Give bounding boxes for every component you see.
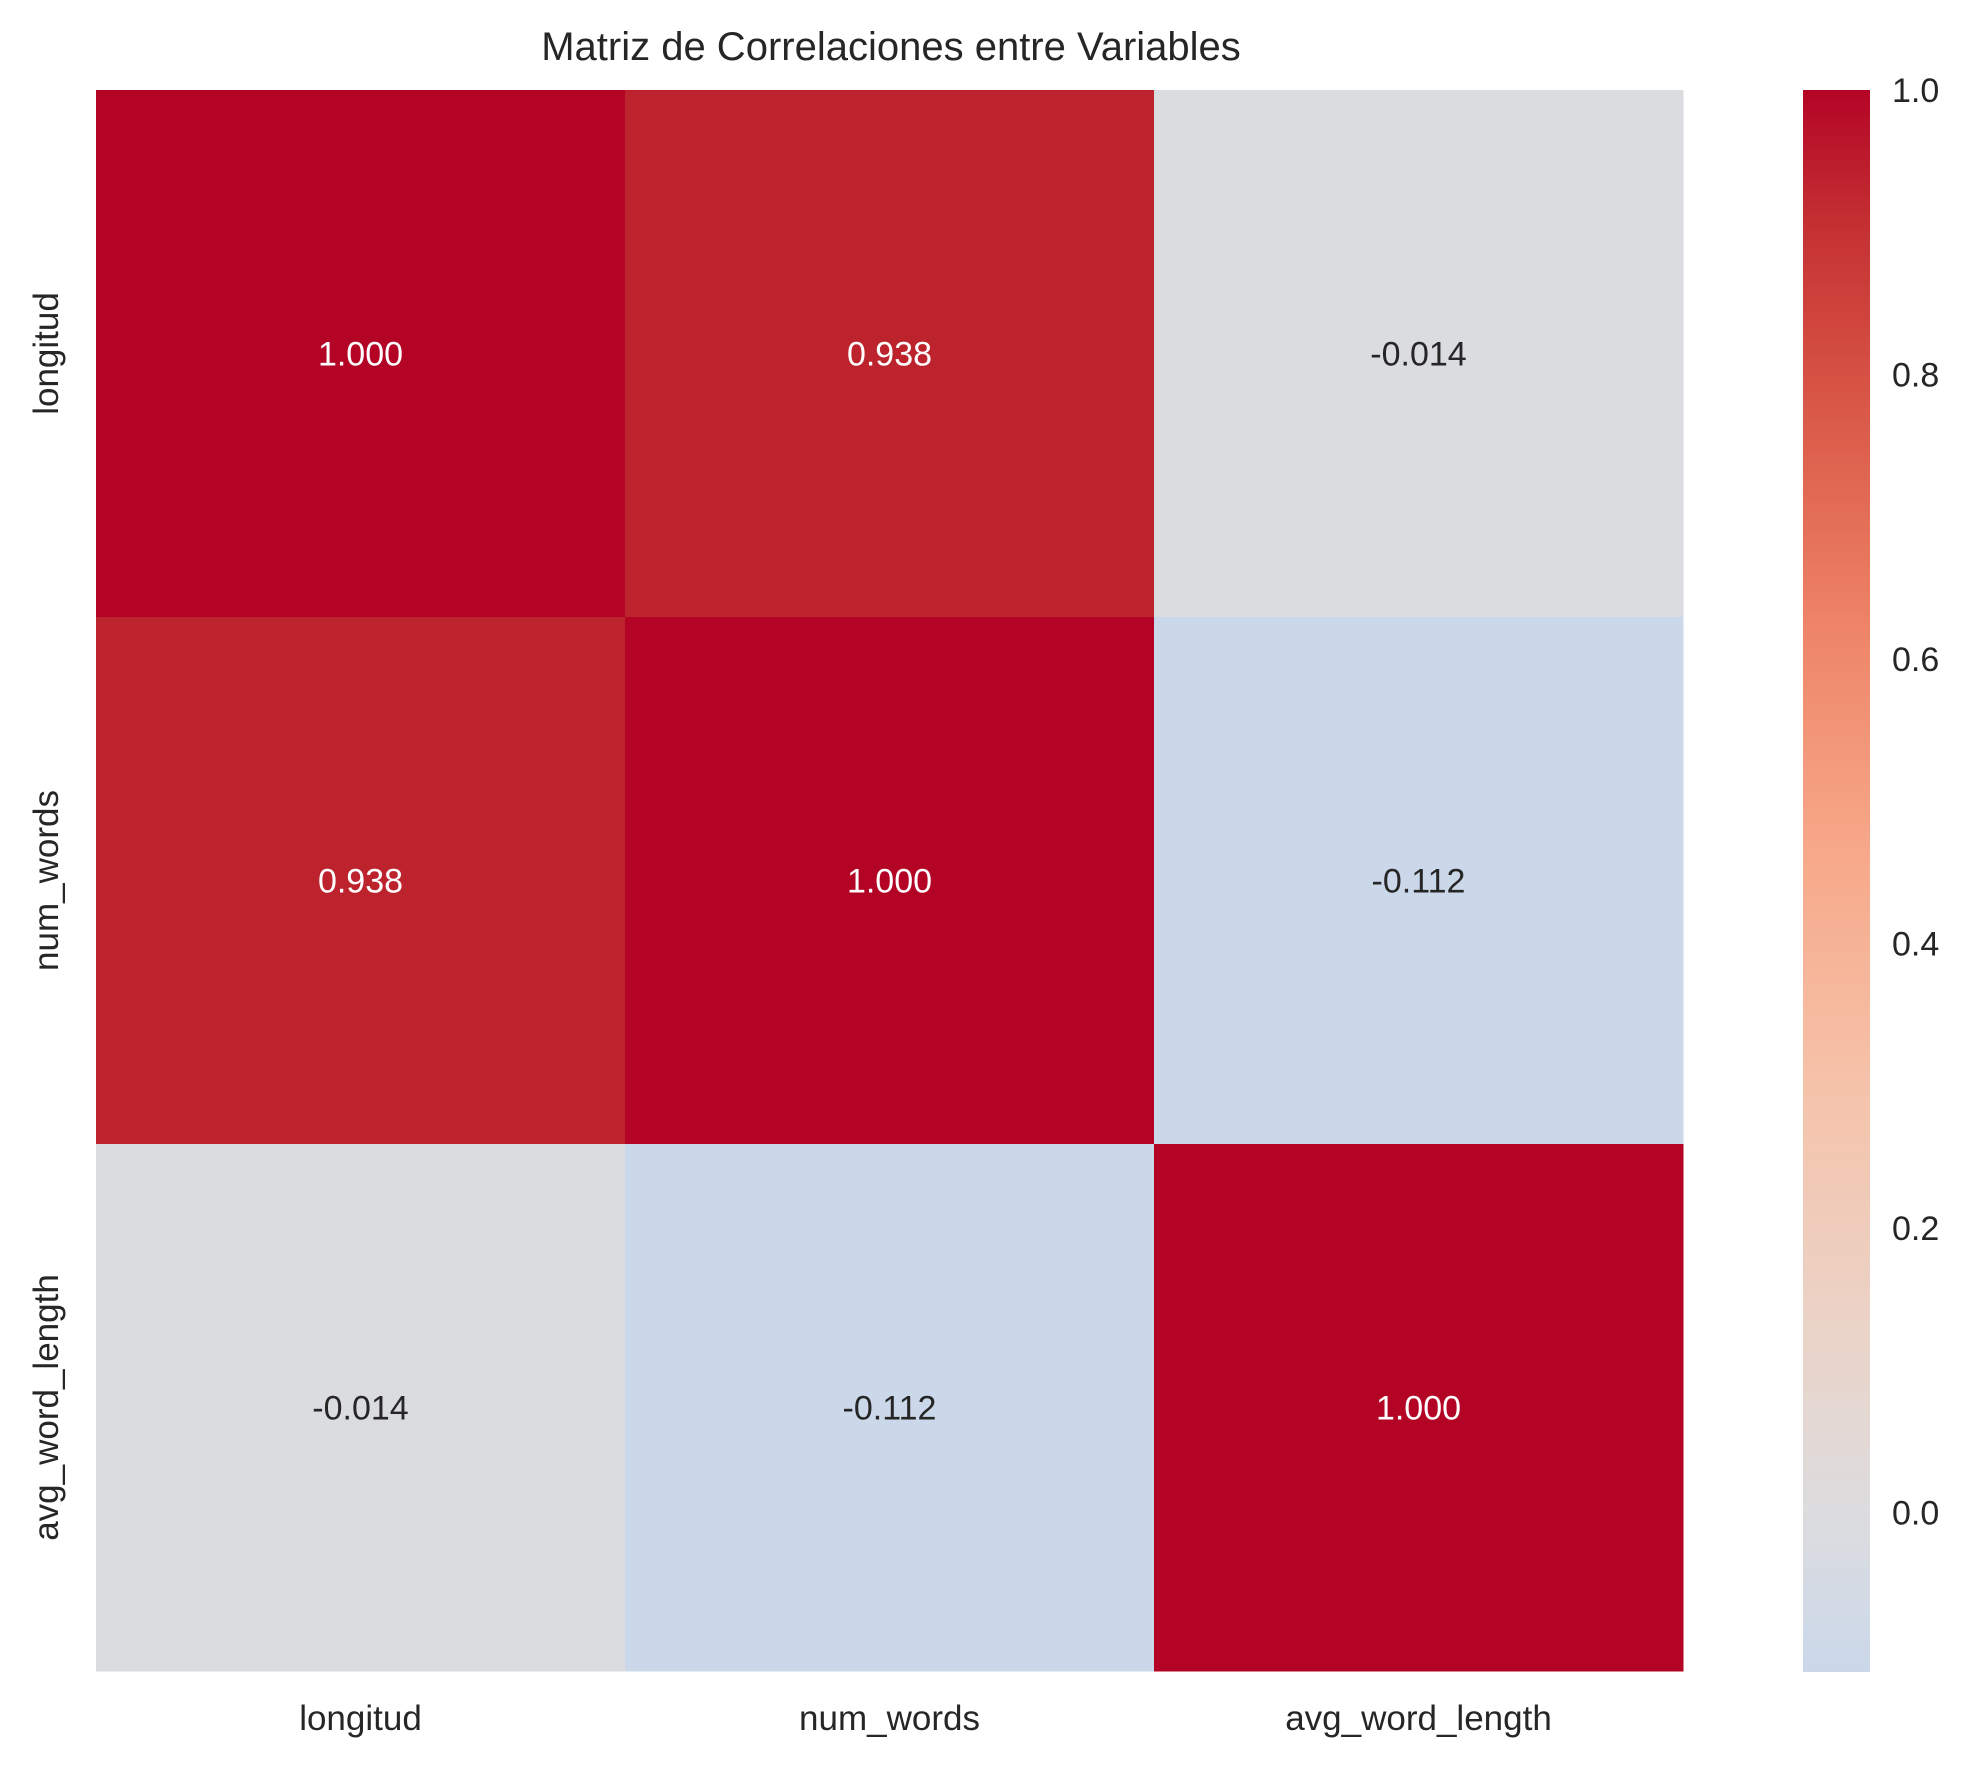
heatmap-cells (96, 90, 1684, 1672)
colorbar-tick-label: 0.6 (1892, 641, 1939, 679)
heatmap-cell-label: -0.014 (1370, 336, 1466, 374)
heatmap-cell-label: 1.000 (1376, 1390, 1461, 1428)
heatmap-cell (1154, 617, 1684, 1145)
x-tick-label: longitud (299, 1699, 422, 1738)
heatmap-cell (1154, 90, 1684, 618)
heatmap-cell (625, 617, 1155, 1145)
heatmap-cell-label: 1.000 (847, 863, 932, 901)
colorbar-tick-label: 0.8 (1892, 357, 1939, 395)
colorbar-tick-label: 0.0 (1892, 1495, 1939, 1533)
heatmap-cell (96, 1144, 626, 1672)
x-axis-tick-labels: longitud num_words avg_word_length (299, 1699, 1552, 1738)
y-tick-label: longitud (27, 292, 66, 415)
heatmap-cell (96, 617, 626, 1145)
colorbar-tick-labels: 0.0 0.2 0.4 0.6 0.8 1.0 (1892, 72, 1939, 1533)
x-tick-label: num_words (799, 1699, 980, 1738)
y-axis-tick-labels: longitud num_words avg_word_length (27, 292, 66, 1541)
heatmap-cell-labels: 1.000 0.938 -0.014 0.938 1.000 -0.112 -0.014 -0… (312, 336, 1466, 1428)
y-tick-label: num_words (27, 790, 66, 971)
heatmap-cell-label: -0.014 (312, 1390, 408, 1428)
colorbar-tick-label: 1.0 (1892, 72, 1939, 110)
chart-title: Matriz de Correlaciones entre Variables (541, 25, 1241, 69)
heatmap-cell (1154, 1144, 1684, 1672)
heatmap-cell-label: 1.000 (318, 336, 403, 374)
colorbar-tick-label: 0.4 (1892, 926, 1939, 964)
heatmap-cell (625, 1144, 1155, 1672)
heatmap-cell-label: -0.112 (1372, 863, 1466, 901)
heatmap-cell-label: 0.938 (318, 863, 403, 901)
heatmap-cell-label: 0.938 (847, 336, 932, 374)
colorbar (1803, 90, 1870, 1672)
colorbar-tick-label: 0.2 (1892, 1210, 1939, 1248)
heatmap-cell (96, 90, 626, 618)
y-tick-label: avg_word_length (27, 1274, 66, 1541)
x-tick-label: avg_word_length (1285, 1699, 1552, 1738)
heatmap-cell (625, 90, 1155, 618)
heatmap-cell-label: -0.112 (843, 1390, 937, 1428)
